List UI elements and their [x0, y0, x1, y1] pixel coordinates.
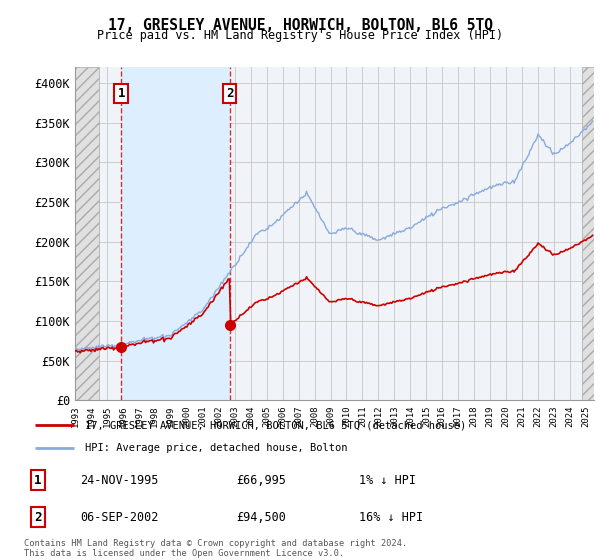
Text: 17, GRESLEY AVENUE, HORWICH, BOLTON, BL6 5TQ: 17, GRESLEY AVENUE, HORWICH, BOLTON, BL6…: [107, 18, 493, 33]
Text: 17, GRESLEY AVENUE, HORWICH, BOLTON, BL6 5TQ (detached house): 17, GRESLEY AVENUE, HORWICH, BOLTON, BL6…: [85, 420, 467, 430]
Text: 24-NOV-1995: 24-NOV-1995: [80, 474, 158, 487]
Text: Contains HM Land Registry data © Crown copyright and database right 2024.
This d: Contains HM Land Registry data © Crown c…: [24, 539, 407, 558]
Text: 2: 2: [226, 87, 233, 100]
Text: Price paid vs. HM Land Registry's House Price Index (HPI): Price paid vs. HM Land Registry's House …: [97, 29, 503, 42]
Text: 1% ↓ HPI: 1% ↓ HPI: [359, 474, 416, 487]
Text: 1: 1: [34, 474, 42, 487]
Text: 06-SEP-2002: 06-SEP-2002: [80, 511, 158, 524]
Text: 1: 1: [118, 87, 125, 100]
Text: £94,500: £94,500: [236, 511, 286, 524]
Text: 16% ↓ HPI: 16% ↓ HPI: [359, 511, 423, 524]
Bar: [121, 67, 230, 400]
Text: 2: 2: [34, 511, 42, 524]
Text: £66,995: £66,995: [236, 474, 286, 487]
Text: HPI: Average price, detached house, Bolton: HPI: Average price, detached house, Bolt…: [85, 444, 348, 454]
